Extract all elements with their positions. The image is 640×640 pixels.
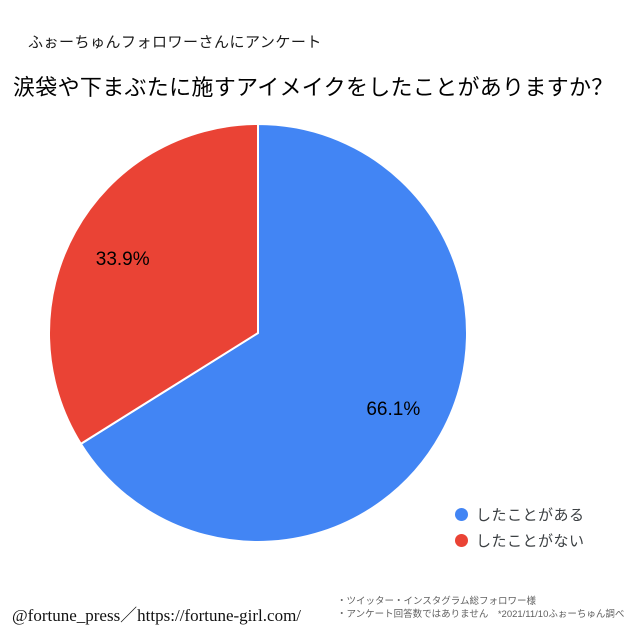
pie-slice-label-no: 33.9% xyxy=(96,249,150,270)
pie-slice-no xyxy=(48,123,259,445)
legend-label-yes: したことがある xyxy=(476,506,585,524)
footnote-line-followers: ・ツイッター・インスタグラム総フォロワー様 xyxy=(337,596,537,607)
chart-title: 涙袋や下まぶたに施すアイメイクをしたことがありますか？ xyxy=(13,75,614,100)
chart-legend: したことがある したことがない xyxy=(455,505,585,550)
legend-item-no: したことがない xyxy=(455,531,585,550)
pie-slice-label-yes: 66.1% xyxy=(366,399,420,420)
pie-slice-yes xyxy=(79,123,468,543)
survey-source-note: ふぉーちゅんフォロワーさんにアンケート xyxy=(28,34,322,51)
credit-text: @fortune_press／https://fortune-girl.com/ xyxy=(12,606,302,625)
legend-label-no: したことがない xyxy=(476,532,585,550)
legend-swatch-yes-icon xyxy=(455,507,468,521)
footnote-line-disclaimer: ・アンケート回答数ではありません *2021/11/10ふぉーちゅん調べ xyxy=(337,608,625,620)
legend-item-yes: したことがある xyxy=(455,505,585,524)
legend-swatch-no-icon xyxy=(455,533,468,547)
footnotes: ・ツイッター・インスタグラム総フォロワー様 ・アンケート回答数ではありません *… xyxy=(337,596,624,621)
